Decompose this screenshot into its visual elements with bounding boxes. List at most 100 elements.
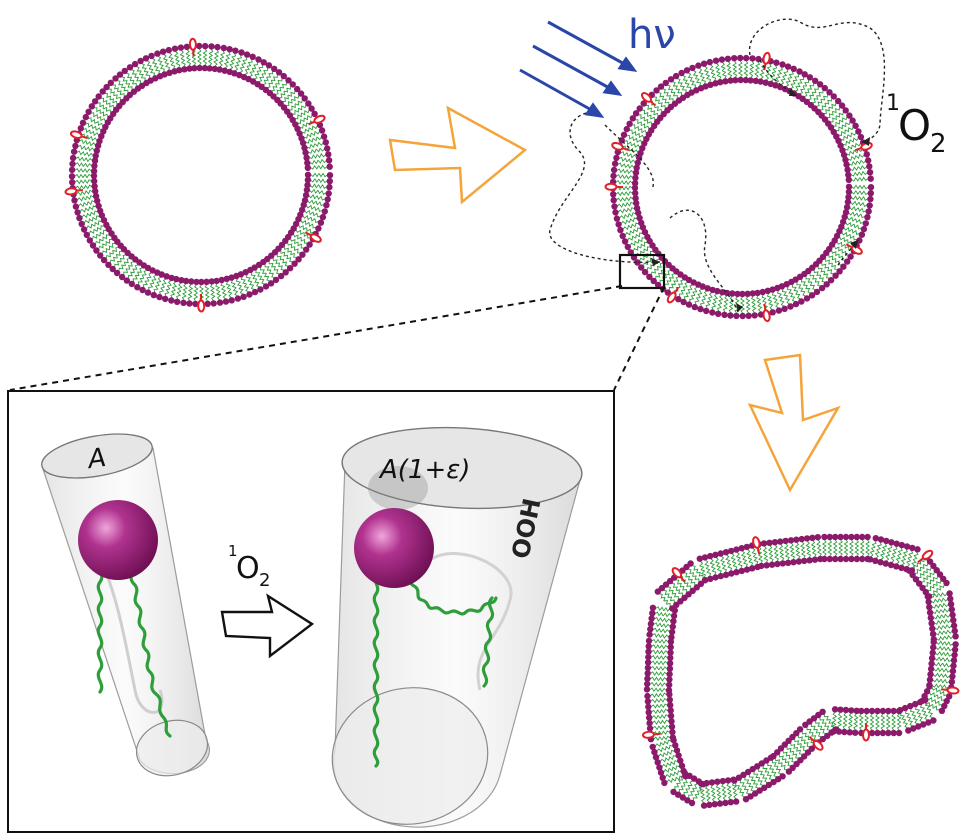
lipid-head bbox=[97, 207, 104, 215]
lipid-head bbox=[735, 774, 743, 781]
lipid-head bbox=[719, 777, 726, 785]
lipid-head bbox=[835, 137, 842, 144]
lipid-head bbox=[652, 754, 660, 761]
lipid-head bbox=[210, 300, 217, 307]
lipid-head bbox=[893, 563, 900, 570]
lipid-head bbox=[208, 278, 215, 285]
lipid-head bbox=[152, 75, 159, 82]
lipid-head bbox=[289, 81, 296, 88]
lipid-head bbox=[667, 707, 674, 714]
lipid-head bbox=[843, 204, 851, 211]
lipid-head bbox=[841, 213, 848, 221]
lipid-head bbox=[721, 311, 728, 318]
lipid-head bbox=[910, 725, 917, 732]
lipid-head bbox=[100, 217, 108, 224]
lipid-head bbox=[752, 790, 759, 797]
lipid-head bbox=[644, 233, 651, 241]
lipid-head bbox=[728, 547, 735, 555]
lipid-head bbox=[951, 627, 958, 635]
lipid-head bbox=[644, 698, 652, 705]
lipid-head bbox=[712, 57, 720, 64]
photosensitizer bbox=[304, 231, 322, 243]
lipid-head bbox=[842, 533, 850, 541]
lipid-head bbox=[295, 256, 302, 263]
lipid-head bbox=[727, 312, 734, 319]
lipid-head bbox=[758, 760, 765, 767]
lipid-head bbox=[83, 231, 91, 239]
zoom-selection-box bbox=[618, 253, 666, 290]
lipid-head bbox=[613, 215, 621, 222]
lipid-head bbox=[790, 559, 797, 566]
deformed-vesicle bbox=[642, 533, 960, 809]
lipid-head bbox=[286, 265, 294, 272]
lipid-head bbox=[183, 43, 191, 50]
lipid-head bbox=[648, 615, 655, 622]
lipid-head bbox=[216, 66, 223, 73]
lipid-head bbox=[659, 774, 666, 781]
lipid-head bbox=[853, 533, 860, 541]
lipid-head bbox=[638, 264, 645, 271]
lipid-head bbox=[734, 290, 741, 298]
lipid-head bbox=[246, 291, 253, 298]
lipid-head bbox=[709, 286, 716, 294]
lipid-head bbox=[739, 312, 746, 320]
lipid-head bbox=[232, 47, 239, 54]
lipid-head bbox=[928, 655, 936, 662]
lipid-head bbox=[69, 160, 76, 168]
lipid-head bbox=[78, 220, 85, 228]
lipid-head bbox=[218, 276, 225, 284]
lipid-head bbox=[623, 125, 630, 133]
lipid-head bbox=[845, 171, 852, 179]
lipid-head bbox=[926, 683, 933, 690]
lipid-head bbox=[661, 779, 668, 787]
lipid-head bbox=[927, 665, 935, 673]
lipid-head bbox=[787, 303, 794, 310]
lipid-head bbox=[667, 644, 674, 651]
lipid-head bbox=[739, 290, 746, 298]
irradiated-vesicle bbox=[604, 51, 875, 323]
lipid-head bbox=[294, 125, 301, 132]
lipid-head bbox=[296, 130, 303, 137]
lipid-head bbox=[156, 293, 163, 301]
lipid-head bbox=[826, 555, 833, 563]
lipid-head bbox=[832, 533, 839, 541]
lipid-head bbox=[687, 560, 694, 567]
lipid-head bbox=[930, 717, 937, 724]
lipid-head bbox=[617, 226, 624, 234]
singlet-oxygen-label-top: 1 O 2 bbox=[886, 91, 947, 159]
lipid-head bbox=[747, 793, 754, 800]
lipid-head bbox=[68, 166, 76, 174]
lipid-head bbox=[766, 539, 773, 546]
lipid-head bbox=[325, 151, 332, 158]
lipid-head bbox=[808, 292, 816, 299]
lipid-head bbox=[848, 707, 855, 714]
lipid-head bbox=[666, 660, 674, 667]
lipid-head bbox=[938, 707, 946, 714]
lipid-head bbox=[765, 781, 773, 789]
lipid-head bbox=[251, 288, 259, 296]
lipid-head bbox=[811, 556, 819, 563]
lipid-head bbox=[324, 145, 331, 152]
lipid-head bbox=[749, 765, 756, 773]
lipid-head bbox=[71, 197, 78, 204]
zoom-connector-lines bbox=[9, 285, 665, 391]
lipid-head bbox=[895, 729, 903, 737]
lipid-head bbox=[669, 623, 676, 630]
lipid-head bbox=[186, 65, 193, 72]
lipid-head bbox=[950, 617, 957, 624]
lipid-head bbox=[678, 762, 686, 769]
lipid-head bbox=[92, 193, 100, 200]
lipid-head bbox=[203, 278, 210, 285]
lipid-tail-lines bbox=[649, 539, 953, 803]
lipid-head bbox=[103, 221, 110, 229]
lipid-head bbox=[917, 698, 924, 706]
lipid-head bbox=[144, 289, 152, 296]
lipid-head bbox=[645, 643, 652, 650]
lipid-head bbox=[304, 159, 311, 167]
lipid-head bbox=[762, 79, 769, 86]
lipid-head bbox=[206, 65, 213, 72]
photosensitizer bbox=[611, 141, 630, 152]
lipid-head bbox=[304, 176, 312, 184]
lipid-head bbox=[668, 723, 676, 730]
lipid-head bbox=[798, 298, 805, 305]
